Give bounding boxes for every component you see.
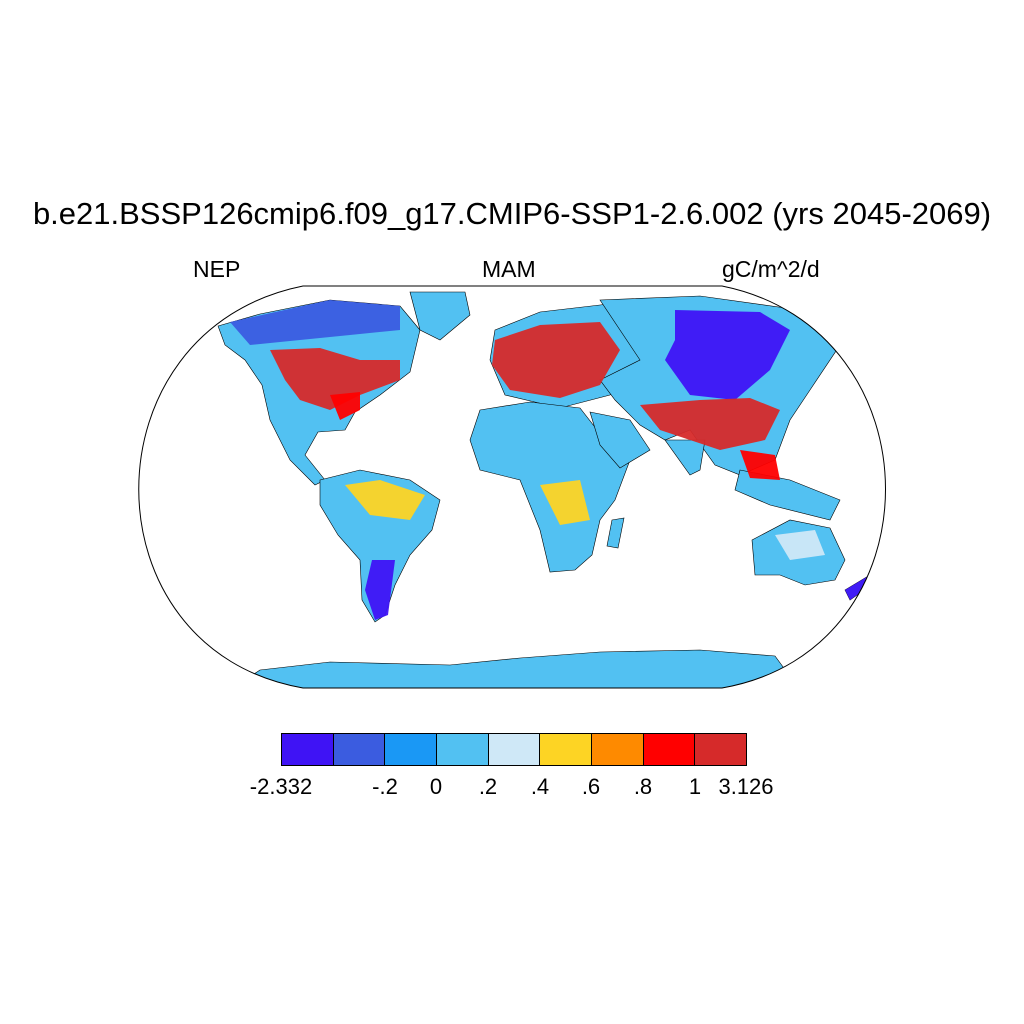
patch-us-east-red (330, 392, 360, 420)
patch-europe-red (492, 322, 620, 398)
colorbar-swatch (540, 734, 593, 765)
patch-patagonia-negative (365, 560, 395, 620)
patch-china-red (640, 398, 780, 450)
colorbar-swatch (282, 734, 334, 765)
variable-label: NEP (193, 256, 241, 282)
colorbar-label: .8 (633, 774, 653, 799)
madagascar-region (606, 517, 625, 549)
colorbar-swatch (333, 734, 386, 765)
plot-title: b.e21.BSSP126cmip6.f09_g17.CMIP6-SSP1-2.… (32, 196, 992, 231)
arabia-region (589, 411, 651, 469)
patch-sa-yellow (345, 480, 425, 520)
patch-africa-yellow (540, 480, 590, 525)
season-label: MAM (482, 256, 536, 282)
patch-na-red (270, 348, 400, 410)
antarctica-region (229, 649, 801, 688)
map-frame (138, 285, 886, 689)
colorbar-label: .6 (581, 774, 601, 799)
greenland-region (409, 291, 471, 341)
colorbar-label: 3.126 (718, 774, 774, 799)
patch-australia-light (775, 530, 825, 560)
colorbar-label: -.2 (372, 774, 398, 799)
colorbar-label: -2.332 (249, 774, 313, 799)
patch-siberia-negative (665, 310, 790, 400)
india-region (664, 439, 706, 476)
value-overlay (230, 300, 878, 620)
colorbar-label: 1 (688, 774, 702, 799)
colorbar-label: 0 (429, 774, 443, 799)
patch-nz-negative (845, 575, 878, 600)
colorbar-swatch (385, 734, 438, 765)
colorbar-label: .2 (478, 774, 498, 799)
colorbar (281, 733, 747, 766)
colorbar-swatch (643, 734, 696, 765)
colorbar-label: .4 (530, 774, 550, 799)
se-asia-islands-region (734, 469, 841, 521)
units-label: gC/m^2/d (722, 256, 820, 282)
patch-seasia-red (740, 450, 780, 480)
colorbar-swatch (488, 734, 541, 765)
colorbar-swatch (592, 734, 644, 765)
colorbar-swatch (437, 734, 489, 765)
colorbar-swatch (695, 734, 747, 765)
patch-canada-negative (230, 300, 400, 345)
